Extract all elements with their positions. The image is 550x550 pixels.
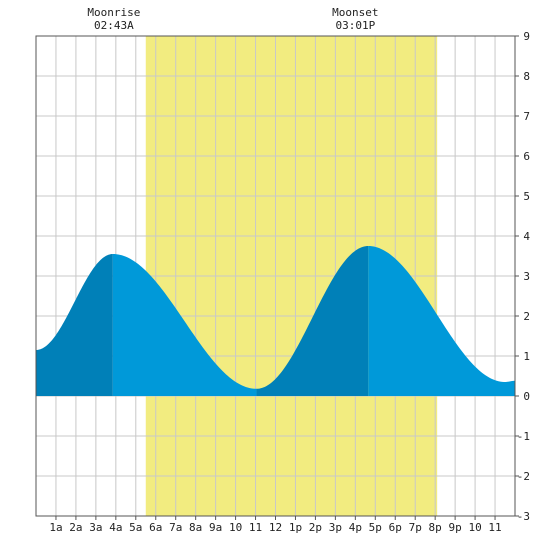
x-tick-label: 9p [449, 521, 462, 534]
y-tick-label: 8 [523, 70, 530, 83]
moon-event-label: Moonset [332, 6, 378, 19]
x-tick-label: 1p [289, 521, 302, 534]
x-tick-label: 1a [49, 521, 62, 534]
x-tick-label: 12 [269, 521, 282, 534]
moon-event-time: 03:01P [335, 19, 375, 32]
y-axis-ticks: -3 -2 -1 0 1 2 3 4 5 6 7 8 9 [515, 30, 530, 523]
x-tick-label: 3a [89, 521, 102, 534]
rising-tide-segment [256, 246, 369, 396]
x-tick-label: 4p [349, 521, 362, 534]
x-tick-label: 4a [109, 521, 122, 534]
x-tick-label: 5p [369, 521, 382, 534]
x-tick-label: 10 [468, 521, 481, 534]
grid-lines [36, 36, 515, 516]
y-tick-label: 4 [523, 230, 530, 243]
y-tick-label: -1 [517, 430, 530, 443]
y-tick-label: 1 [523, 350, 530, 363]
x-tick-label: 7p [409, 521, 422, 534]
y-tick-label: 7 [523, 110, 530, 123]
falling-tide-segment [368, 246, 515, 396]
x-tick-label: 8p [429, 521, 442, 534]
x-tick-label: 7a [169, 521, 182, 534]
x-tick-label: 6a [149, 521, 162, 534]
x-tick-label: 11 [488, 521, 501, 534]
y-tick-label: 0 [523, 390, 530, 403]
x-tick-label: 2p [309, 521, 322, 534]
x-tick-label: 3p [329, 521, 342, 534]
tide-area [36, 246, 515, 396]
x-tick-label: 11 [249, 521, 262, 534]
moon-event-time: 02:43A [94, 19, 134, 32]
x-tick-label: 8a [189, 521, 202, 534]
x-tick-label: 9a [209, 521, 222, 534]
y-tick-label: 5 [523, 190, 530, 203]
y-tick-label: -2 [517, 470, 530, 483]
y-tick-label: 3 [523, 270, 530, 283]
x-axis-ticks: 1a 2a 3a 4a 5a 6a 7a 8a 9a 10 11 12 1p 2p 3p 4p 5p 6p 7p 8p… [49, 516, 502, 534]
rising-tide-segment [36, 254, 113, 396]
x-tick-label: 2a [69, 521, 82, 534]
falling-tide-segment [112, 254, 257, 396]
x-tick-label: 5a [129, 521, 142, 534]
y-tick-label: 6 [523, 150, 530, 163]
x-tick-label: 6p [389, 521, 402, 534]
y-tick-label: 2 [523, 310, 530, 323]
moon-event-label: Moonrise [87, 6, 140, 19]
y-tick-label: 9 [523, 30, 530, 43]
y-tick-label: -3 [517, 510, 530, 523]
x-tick-label: 10 [229, 521, 242, 534]
